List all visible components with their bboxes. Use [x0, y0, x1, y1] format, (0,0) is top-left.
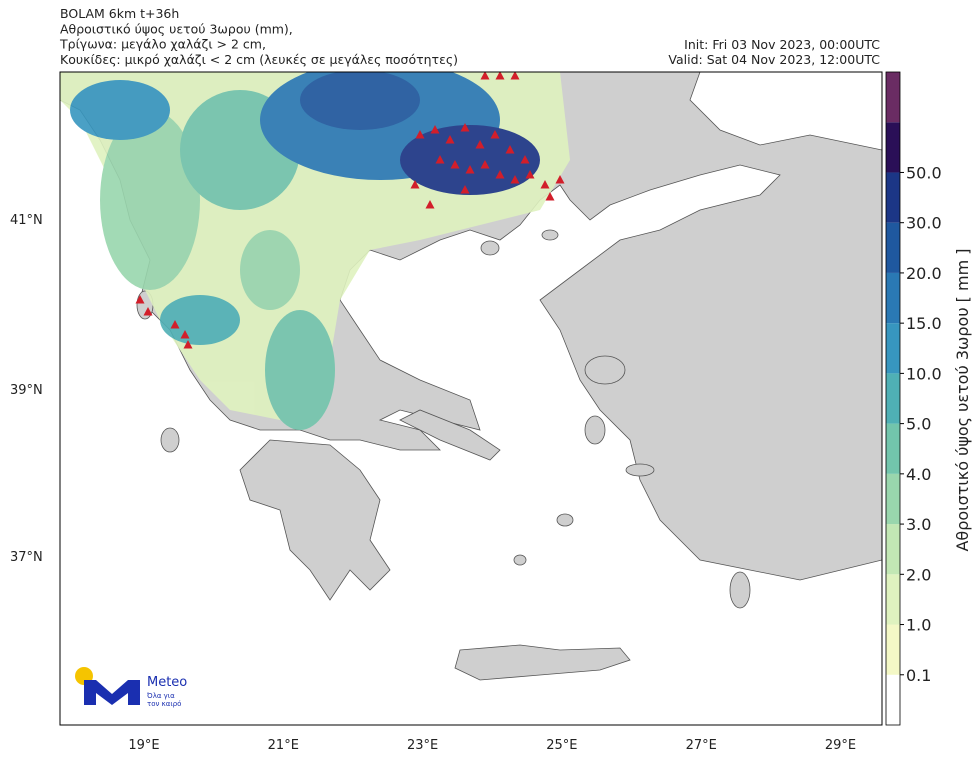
colorbar-tick-label: 20.0 [906, 264, 942, 283]
colorbar-segment [886, 272, 900, 324]
colorbar-tick-label: 5.0 [906, 415, 931, 434]
lon-label: 25°E [546, 738, 577, 753]
lat-label: 39°N [10, 383, 43, 398]
colorbar-tick-label: 0.1 [906, 666, 931, 685]
lon-label: 29°E [825, 738, 856, 753]
lat-labels: 41°N 39°N 37°N [10, 213, 43, 565]
colorbar-segment [886, 72, 900, 123]
colorbar-tick-label: 1.0 [906, 616, 931, 635]
init-time: Init: Fri 03 Nov 2023, 00:00UTC [684, 37, 880, 52]
map [60, 72, 882, 725]
colorbar-segment [886, 423, 900, 474]
colorbar-tick-label: 4.0 [906, 465, 931, 484]
logo-tagline: τον καιρό [147, 700, 181, 708]
colorbar-segment [886, 172, 900, 223]
colorbar-segment [886, 524, 900, 575]
colorbar-segment [886, 222, 900, 273]
colorbar-segment [886, 674, 900, 725]
logo: Meteo Όλα για τον καιρό [75, 667, 187, 708]
header-line: Τρίγωνα: μεγάλο χαλάζι > 2 cm, [59, 37, 266, 52]
colorbar-tick-label: 30.0 [906, 214, 942, 233]
colorbar-label: Αθροιστικό ύψος υετού 3ωρου [ mm ] [953, 248, 972, 551]
logo-name: Meteo [147, 675, 187, 690]
colorbar-tick-label: 3.0 [906, 515, 931, 534]
colorbar-frame [885, 71, 901, 726]
colorbar-tick-label: 50.0 [906, 163, 942, 182]
lat-label: 37°N [10, 550, 43, 565]
lon-labels: 19°E 21°E 23°E 25°E 27°E 29°E [128, 738, 856, 753]
colorbar-tick-label: 10.0 [906, 364, 942, 383]
lon-label: 21°E [268, 738, 299, 753]
lon-label: 19°E [128, 738, 159, 753]
colorbar-segment [886, 122, 900, 173]
lon-label: 27°E [686, 738, 717, 753]
colorbar-segment [886, 373, 900, 424]
header-line: Αθροιστικό ύψος υετού 3ωρου (mm), [60, 21, 293, 36]
valid-time: Valid: Sat 04 Nov 2023, 12:00UTC [668, 52, 880, 67]
header-line: BOLAM 6km t+36h [60, 6, 179, 21]
lat-label: 41°N [10, 213, 43, 228]
colorbar-segment [886, 624, 900, 675]
map-frame [59, 71, 883, 726]
header-line: Κουκίδες: μικρό χαλάζι < 2 cm (λευκές σε… [60, 52, 458, 67]
colorbar-tick-label: 15.0 [906, 314, 942, 333]
logo-tagline: Όλα για [146, 692, 175, 700]
colorbar-segment [886, 574, 900, 625]
lon-label: 23°E [407, 738, 438, 753]
colorbar-tick-label: 2.0 [906, 565, 931, 584]
colorbar-segment [886, 323, 900, 374]
colorbar: 0.1 1.0 2.0 3.0 4.0 5.0 10.0 15.0 20.0 30.0 50.0 [885, 71, 942, 726]
colorbar-segment [886, 473, 900, 525]
